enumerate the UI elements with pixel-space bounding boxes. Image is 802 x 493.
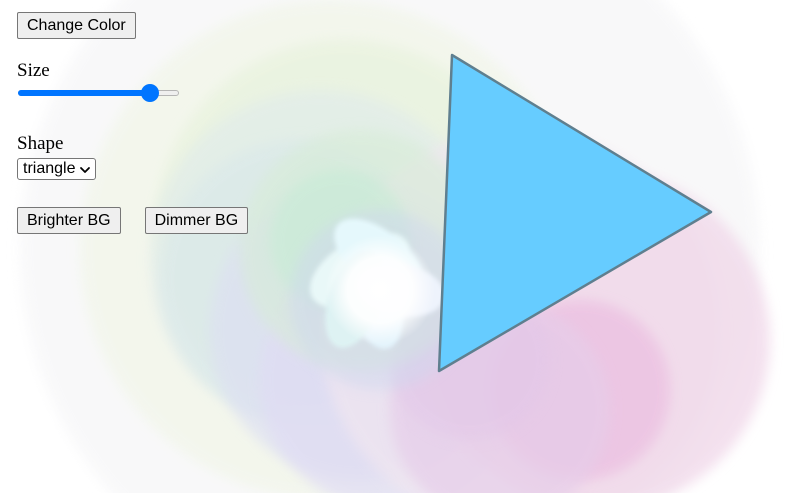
shape-select-value: triangle xyxy=(23,160,76,177)
background-controls: Brighter BG Dimmer BG xyxy=(17,207,249,234)
slider-thumb[interactable] xyxy=(140,84,159,102)
change-color-button[interactable]: Change Color xyxy=(17,12,136,39)
chevron-down-icon xyxy=(79,163,91,175)
brighter-bg-button[interactable]: Brighter BG xyxy=(17,207,121,234)
shape-label: Shape xyxy=(17,133,64,154)
shape-select[interactable]: triangle xyxy=(17,158,97,180)
size-slider[interactable] xyxy=(17,84,179,102)
controls-panel: Change Color Size Shape triangle Brighte… xyxy=(17,12,249,234)
triangle-shape[interactable] xyxy=(437,53,713,373)
dimmer-bg-button[interactable]: Dimmer BG xyxy=(144,207,249,234)
slider-fill xyxy=(18,90,151,96)
size-label: Size xyxy=(17,60,50,81)
